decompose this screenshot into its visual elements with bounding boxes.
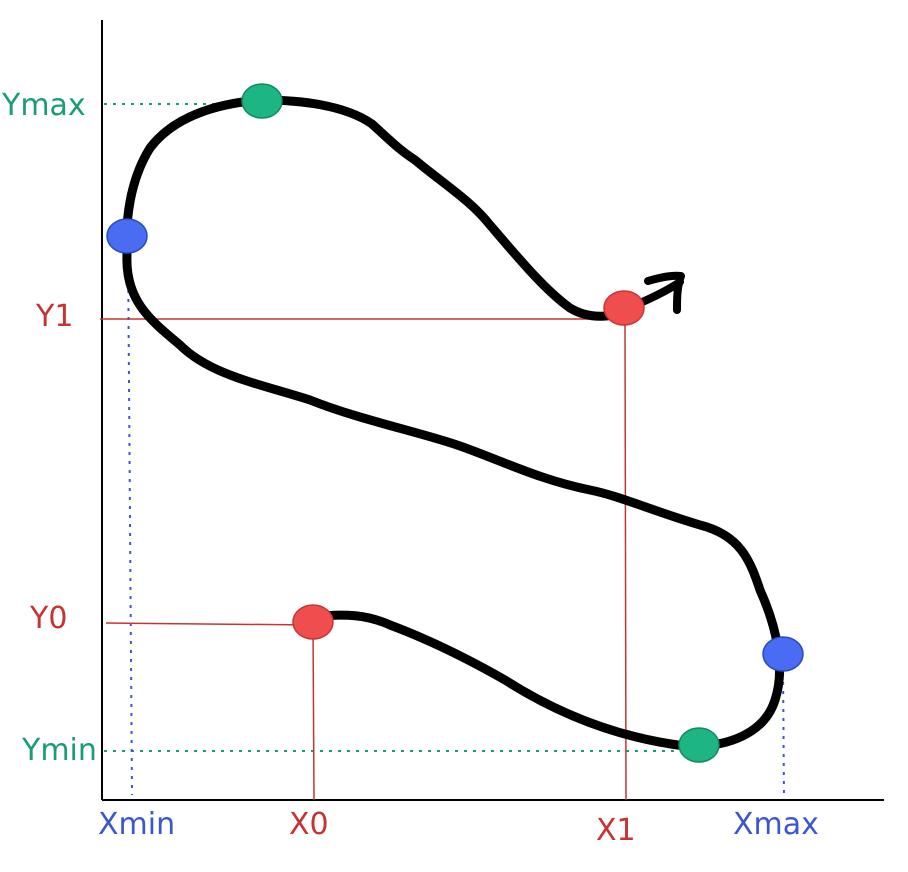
- ymin-point: [678, 727, 720, 763]
- trajectory-curve: [122, 95, 785, 751]
- x0-guide: [312, 624, 315, 801]
- xmin-point: [106, 218, 148, 254]
- xmin-guide: [127, 244, 133, 796]
- x0-label: X0: [289, 807, 329, 842]
- ymin-label: Ymin: [21, 733, 97, 768]
- x1y1-point: [603, 290, 645, 326]
- xmax-point: [762, 636, 804, 672]
- x0y0-point: [292, 604, 334, 640]
- y0-guide: [105, 622, 314, 626]
- xmin-label: Xmin: [98, 807, 175, 842]
- y1-label: Y1: [35, 299, 73, 334]
- ymax-label: Ymax: [1, 88, 86, 123]
- ymax-point: [241, 83, 283, 119]
- x1-label: X1: [596, 813, 636, 848]
- xmax-label: Xmax: [733, 807, 819, 842]
- x1-guide: [624, 318, 627, 801]
- y0-label: Y0: [29, 601, 67, 636]
